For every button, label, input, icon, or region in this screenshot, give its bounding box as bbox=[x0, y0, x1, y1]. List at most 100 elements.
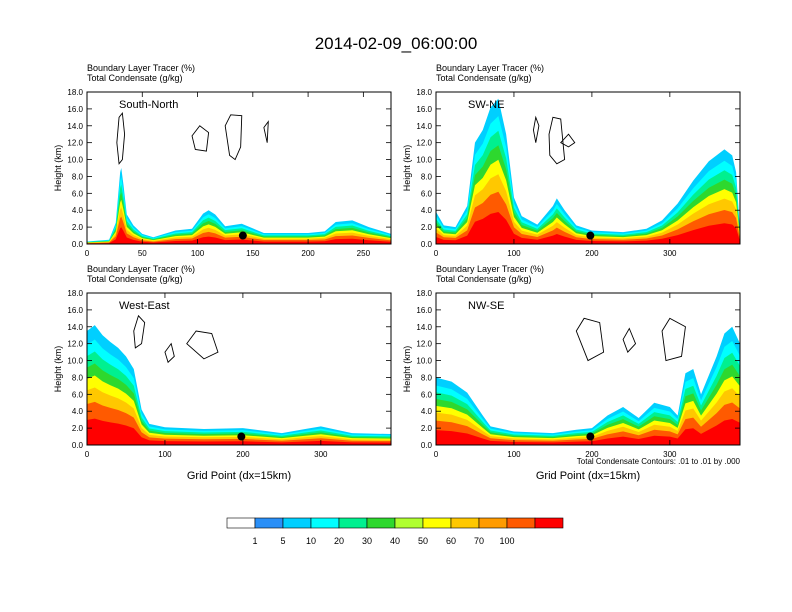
y-tick-label: 2.0 bbox=[72, 223, 84, 232]
condensate-contour bbox=[191, 125, 210, 152]
y-tick-label: 0.0 bbox=[421, 441, 433, 450]
colorbar-swatch bbox=[506, 517, 536, 529]
y-tick-label: 12.0 bbox=[416, 139, 432, 148]
colorbar-label: 50 bbox=[418, 536, 428, 546]
x-tick-label: 100 bbox=[507, 450, 521, 459]
y-tick-label: 14.0 bbox=[67, 122, 83, 131]
panel-title-tracer: Boundary Layer Tracer (%) bbox=[87, 264, 195, 274]
y-axis-label: Height (km) bbox=[53, 346, 63, 393]
condensate-contour bbox=[622, 327, 637, 353]
section-label: South-North bbox=[119, 99, 178, 111]
x-axis-label: Grid Point (dx=15km) bbox=[187, 470, 291, 482]
y-tick-label: 6.0 bbox=[72, 189, 84, 198]
colorbar-swatch bbox=[226, 517, 256, 529]
y-tick-label: 18.0 bbox=[416, 88, 432, 97]
y-tick-label: 2.0 bbox=[421, 223, 433, 232]
x-tick-label: 200 bbox=[585, 450, 599, 459]
y-tick-label: 2.0 bbox=[421, 424, 433, 433]
panel-title-tracer: Boundary Layer Tracer (%) bbox=[436, 264, 544, 274]
y-tick-label: 16.0 bbox=[67, 105, 83, 114]
panel-title-tracer: Boundary Layer Tracer (%) bbox=[436, 63, 544, 73]
x-axis-label: Grid Point (dx=15km) bbox=[536, 470, 640, 482]
y-tick-label: 8.0 bbox=[421, 373, 433, 382]
colorbar-swatch bbox=[282, 517, 312, 529]
panel-title-condensate: Total Condensate (g/kg) bbox=[87, 73, 183, 83]
condensate-contour bbox=[133, 314, 146, 349]
y-tick-label: 14.0 bbox=[416, 122, 432, 131]
x-tick-label: 100 bbox=[191, 249, 205, 258]
x-tick-label: 200 bbox=[301, 249, 315, 258]
condensate-contour bbox=[575, 317, 605, 362]
colorbar-swatch bbox=[394, 517, 424, 529]
plot-frame bbox=[86, 292, 392, 446]
panel-title-condensate: Total Condensate (g/kg) bbox=[87, 274, 183, 284]
panel-west-east: Boundary Layer Tracer (%)Total Condensat… bbox=[53, 264, 392, 482]
y-tick-label: 16.0 bbox=[416, 105, 432, 114]
x-tick-label: 200 bbox=[236, 450, 250, 459]
condensate-contour bbox=[263, 120, 269, 143]
y-tick-label: 0.0 bbox=[72, 240, 84, 249]
panel-title-tracer: Boundary Layer Tracer (%) bbox=[87, 63, 195, 73]
colorbar-swatch bbox=[366, 517, 396, 529]
plot-frame bbox=[435, 292, 741, 446]
x-tick-label: 300 bbox=[314, 450, 328, 459]
panel-title-condensate: Total Condensate (g/kg) bbox=[436, 73, 532, 83]
y-tick-label: 12.0 bbox=[67, 139, 83, 148]
section-label: NW-SE bbox=[468, 300, 504, 312]
condensate-contour bbox=[164, 342, 175, 364]
location-marker bbox=[586, 231, 595, 240]
colorbar-swatch bbox=[422, 517, 452, 529]
colorbar-label: 40 bbox=[390, 536, 400, 546]
tracer-level bbox=[87, 418, 391, 445]
y-tick-label: 10.0 bbox=[416, 357, 432, 366]
y-tick-label: 4.0 bbox=[421, 206, 433, 215]
condensate-contour bbox=[224, 114, 243, 161]
y-tick-label: 14.0 bbox=[67, 323, 83, 332]
colorbar-label: 20 bbox=[334, 536, 344, 546]
figure-title: 2014-02-09_06:00:00 bbox=[315, 34, 478, 53]
colorbar-swatch bbox=[478, 517, 508, 529]
y-tick-label: 2.0 bbox=[72, 424, 84, 433]
panel-nw-se: Boundary Layer Tracer (%)Total Condensat… bbox=[402, 264, 741, 482]
condensate-contour bbox=[548, 116, 566, 165]
tracer-fill bbox=[436, 98, 740, 244]
colorbar-label: 10 bbox=[306, 536, 316, 546]
x-tick-label: 200 bbox=[585, 249, 599, 258]
location-marker bbox=[586, 432, 595, 441]
y-tick-label: 16.0 bbox=[416, 306, 432, 315]
y-tick-label: 4.0 bbox=[72, 206, 84, 215]
y-tick-label: 4.0 bbox=[421, 407, 433, 416]
y-tick-label: 8.0 bbox=[421, 172, 433, 181]
x-tick-label: 0 bbox=[434, 450, 439, 459]
y-tick-label: 14.0 bbox=[416, 323, 432, 332]
y-tick-label: 6.0 bbox=[72, 390, 84, 399]
y-tick-label: 8.0 bbox=[72, 172, 84, 181]
tracer-fill bbox=[87, 325, 391, 445]
x-tick-label: 300 bbox=[663, 450, 677, 459]
section-label: SW-NE bbox=[468, 99, 504, 111]
location-marker bbox=[237, 432, 246, 441]
y-tick-label: 10.0 bbox=[416, 156, 432, 165]
colorbar-label: 30 bbox=[362, 536, 372, 546]
y-axis-label: Height (km) bbox=[402, 346, 412, 393]
y-tick-label: 16.0 bbox=[67, 306, 83, 315]
location-marker bbox=[238, 231, 247, 240]
condensate-contour bbox=[116, 111, 126, 165]
colorbar-label: 100 bbox=[499, 536, 514, 546]
plot-frame bbox=[435, 91, 741, 245]
x-tick-label: 100 bbox=[507, 249, 521, 258]
plot-frame bbox=[86, 91, 392, 245]
tracer-level bbox=[436, 418, 740, 445]
section-label: West-East bbox=[119, 300, 170, 312]
colorbar-swatch bbox=[254, 517, 284, 529]
y-tick-label: 12.0 bbox=[416, 340, 432, 349]
colorbar-label: 1 bbox=[252, 536, 257, 546]
colorbar-swatch bbox=[450, 517, 480, 529]
y-tick-label: 6.0 bbox=[421, 189, 433, 198]
condensate-contour bbox=[661, 317, 686, 362]
condensate-contour bbox=[532, 115, 540, 143]
y-axis-label: Height (km) bbox=[402, 145, 412, 192]
x-tick-label: 100 bbox=[158, 450, 172, 459]
x-tick-label: 300 bbox=[663, 249, 677, 258]
